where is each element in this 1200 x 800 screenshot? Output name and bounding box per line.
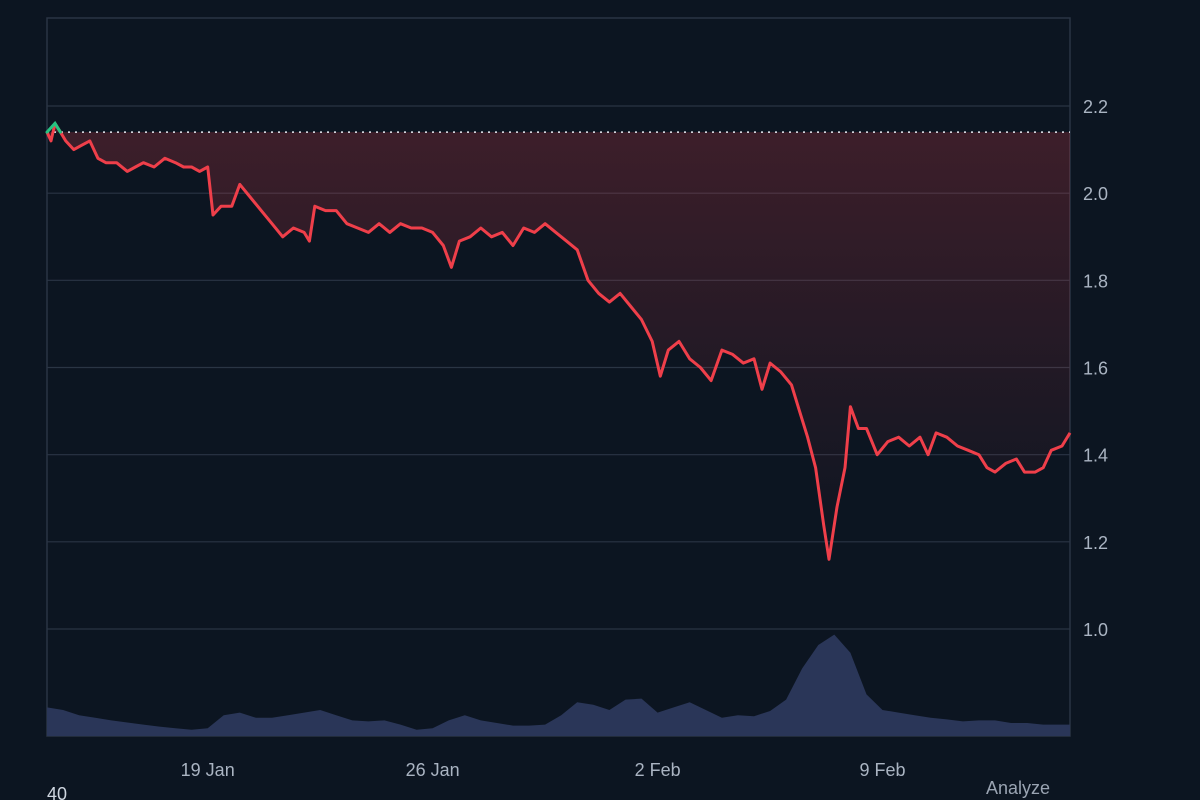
y-tick-label: 1.8: [1083, 271, 1108, 291]
x-tick-label: 19 Jan: [181, 760, 235, 780]
analyze-link[interactable]: Analyze: [986, 778, 1051, 798]
y-tick-label: 2.2: [1083, 97, 1108, 117]
x-tick-label: 9 Feb: [860, 760, 906, 780]
x-tick-label: 2 Feb: [635, 760, 681, 780]
y-tick-label: 1.4: [1083, 446, 1108, 466]
y-tick-label: 1.2: [1083, 533, 1108, 553]
price-line: [45, 121, 1072, 561]
y-tick-label: 1.6: [1083, 359, 1108, 379]
footer-left-text: 40: [47, 784, 68, 800]
y-tick-label: 1.0: [1083, 620, 1108, 640]
price-line-up-segment: [45, 120, 62, 134]
y-tick-label: 2.0: [1083, 184, 1108, 204]
x-tick-label: 26 Jan: [406, 760, 460, 780]
volume-area: [47, 634, 1070, 736]
price-fill-area: [47, 123, 1070, 560]
